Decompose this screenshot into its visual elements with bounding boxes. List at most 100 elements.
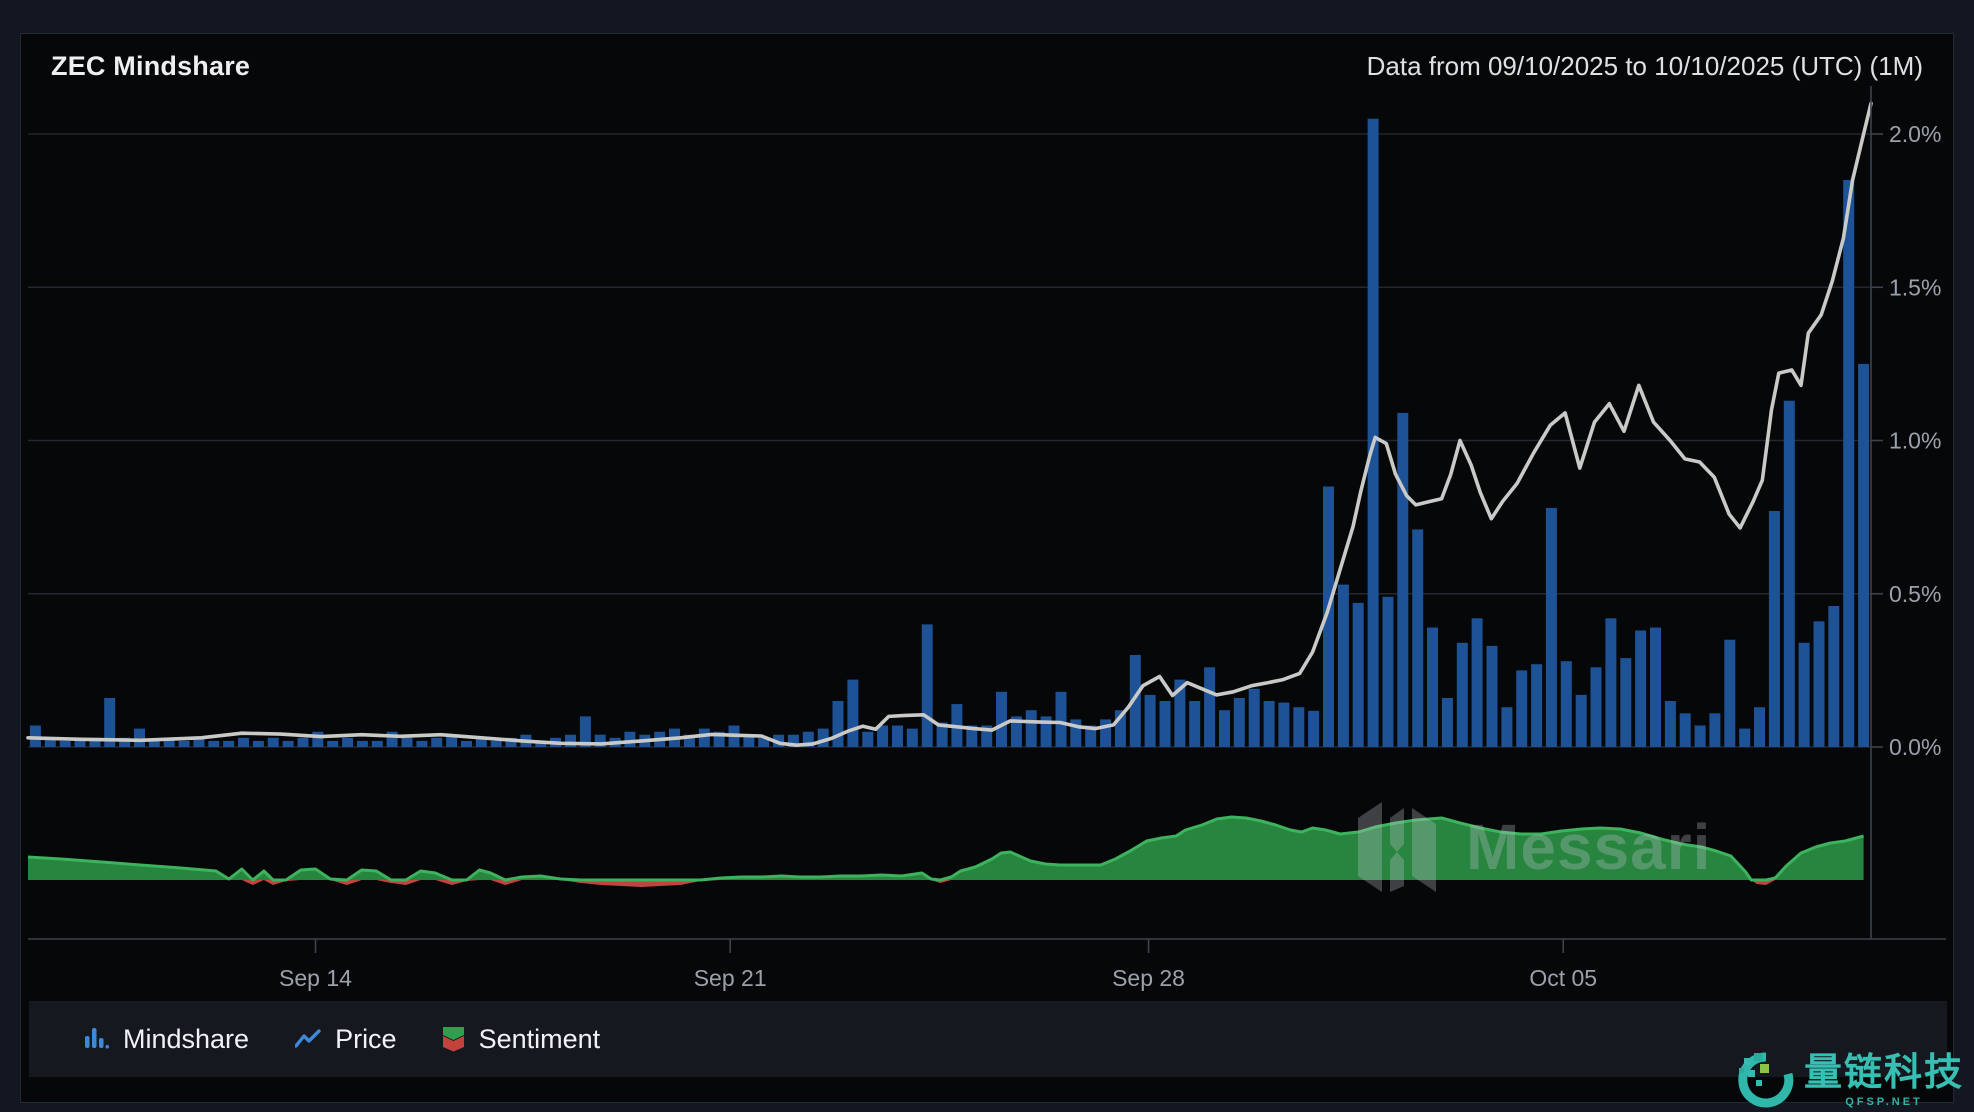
mindshare-bar[interactable]	[1471, 618, 1483, 747]
mindshare-bar[interactable]	[178, 740, 190, 747]
mindshare-bar[interactable]	[996, 691, 1007, 747]
mindshare-bar[interactable]	[490, 740, 502, 747]
mindshare-bar[interactable]	[475, 737, 487, 747]
mindshare-bar[interactable]	[371, 740, 383, 747]
mindshare-bar[interactable]	[461, 740, 472, 747]
mindshare-bar[interactable]	[356, 740, 368, 747]
mindshare-bar[interactable]	[1590, 667, 1602, 747]
mindshare-bar[interactable]	[1575, 694, 1587, 747]
mindshare-bar[interactable]	[1843, 180, 1855, 747]
mindshare-bar[interactable]	[1352, 602, 1364, 747]
mindshare-bar[interactable]	[1486, 645, 1498, 747]
mindshare-bar[interactable]	[1516, 670, 1528, 747]
mindshare-bar[interactable]	[1397, 412, 1409, 747]
mindshare-bar[interactable]	[193, 737, 205, 747]
mindshare-bar[interactable]	[1427, 627, 1438, 748]
mindshare-bar[interactable]	[743, 734, 755, 747]
mindshare-bar[interactable]	[327, 740, 339, 747]
mindshare-bar[interactable]	[401, 737, 413, 747]
mindshare-bar[interactable]	[921, 624, 933, 747]
mindshare-bar[interactable]	[906, 728, 918, 747]
mindshare-bar[interactable]	[1070, 719, 1082, 747]
mindshare-bar[interactable]	[698, 728, 710, 747]
mindshare-bar[interactable]	[1531, 664, 1543, 747]
mindshare-bar[interactable]	[1798, 642, 1810, 747]
mindshare-bar[interactable]	[342, 737, 354, 747]
mindshare-bar[interactable]	[1189, 701, 1201, 747]
mindshare-bar[interactable]	[1263, 701, 1275, 747]
mindshare-bar[interactable]	[1679, 713, 1691, 747]
mindshare-bar[interactable]	[1337, 584, 1349, 747]
mindshare-bar[interactable]	[862, 731, 874, 747]
mindshare-bar[interactable]	[1219, 710, 1230, 747]
mindshare-bar[interactable]	[89, 737, 101, 747]
mindshare-bar[interactable]	[238, 737, 249, 747]
mindshare-bar[interactable]	[579, 716, 591, 748]
mindshare-bar[interactable]	[1709, 713, 1721, 747]
mindshare-bar[interactable]	[1412, 529, 1424, 747]
mindshare-bar[interactable]	[282, 740, 294, 747]
mindshare-bar[interactable]	[981, 725, 993, 748]
mindshare-bar[interactable]	[624, 731, 636, 747]
mindshare-bar[interactable]	[1650, 627, 1661, 748]
mindshare-bar[interactable]	[1724, 639, 1736, 747]
mindshare-bar[interactable]	[1233, 698, 1245, 747]
mindshare-bar[interactable]	[1159, 701, 1171, 747]
mindshare-bar[interactable]	[252, 740, 264, 747]
mindshare-bar[interactable]	[505, 737, 517, 747]
mindshare-bar[interactable]	[1560, 661, 1572, 747]
mindshare-bar[interactable]	[1010, 716, 1022, 748]
mindshare-bar[interactable]	[1620, 658, 1632, 747]
mindshare-bar[interactable]	[208, 740, 220, 747]
mindshare-bar[interactable]	[1501, 707, 1513, 747]
mindshare-bar[interactable]	[1308, 710, 1320, 747]
mindshare-bar[interactable]	[163, 737, 175, 747]
mindshare-bar[interactable]	[1858, 363, 1870, 747]
mindshare-bar[interactable]	[1605, 618, 1617, 747]
mindshare-bar[interactable]	[312, 731, 324, 747]
mindshare-bar[interactable]	[1694, 725, 1706, 748]
mindshare-bar[interactable]	[1144, 694, 1156, 747]
mindshare-bar[interactable]	[966, 725, 978, 748]
mindshare-bar[interactable]	[1441, 698, 1453, 747]
legend-item-sentiment[interactable]: Sentiment	[442, 1024, 600, 1055]
mindshare-bar[interactable]	[297, 737, 309, 747]
mindshare-bar[interactable]	[1545, 507, 1557, 747]
mindshare-bar[interactable]	[1278, 702, 1290, 747]
mindshare-bar[interactable]	[44, 737, 56, 747]
mindshare-bar[interactable]	[267, 737, 279, 747]
mindshare-bar[interactable]	[1768, 511, 1780, 747]
mindshare-bar[interactable]	[148, 740, 160, 747]
mindshare-bar[interactable]	[847, 679, 859, 747]
legend-item-mindshare[interactable]: Mindshare	[85, 1024, 249, 1055]
mindshare-bar[interactable]	[119, 737, 131, 747]
mindshare-bar[interactable]	[1085, 725, 1097, 748]
mindshare-bar[interactable]	[1783, 400, 1795, 747]
mindshare-bar[interactable]	[1204, 667, 1216, 747]
mindshare-bar[interactable]	[802, 731, 814, 747]
mindshare-bar[interactable]	[134, 728, 145, 747]
mindshare-bar[interactable]	[594, 734, 606, 747]
mindshare-bar[interactable]	[787, 734, 799, 747]
mindshare-bar[interactable]	[713, 731, 725, 747]
mindshare-bar[interactable]	[386, 731, 398, 747]
mindshare-bar[interactable]	[1664, 701, 1676, 747]
mindshare-bar[interactable]	[535, 740, 547, 747]
mindshare-bar[interactable]	[832, 701, 844, 747]
mindshare-bar[interactable]	[936, 722, 948, 748]
mindshare-bar[interactable]	[565, 734, 576, 747]
mindshare-bar[interactable]	[1323, 486, 1334, 748]
mindshare-bar[interactable]	[104, 698, 116, 747]
mindshare-bar[interactable]	[1129, 655, 1141, 747]
mindshare-bar[interactable]	[683, 734, 695, 747]
mindshare-bar[interactable]	[877, 725, 889, 748]
mindshare-bar[interactable]	[431, 737, 443, 747]
mindshare-bar[interactable]	[1739, 728, 1751, 747]
mindshare-bar[interactable]	[74, 737, 86, 747]
mindshare-bar[interactable]	[416, 740, 428, 747]
mindshare-bar[interactable]	[1635, 630, 1647, 748]
mindshare-bar[interactable]	[1754, 707, 1765, 747]
mindshare-bar[interactable]	[223, 740, 235, 747]
mindshare-bar[interactable]	[1040, 716, 1052, 748]
mindshare-bar[interactable]	[1382, 596, 1394, 747]
